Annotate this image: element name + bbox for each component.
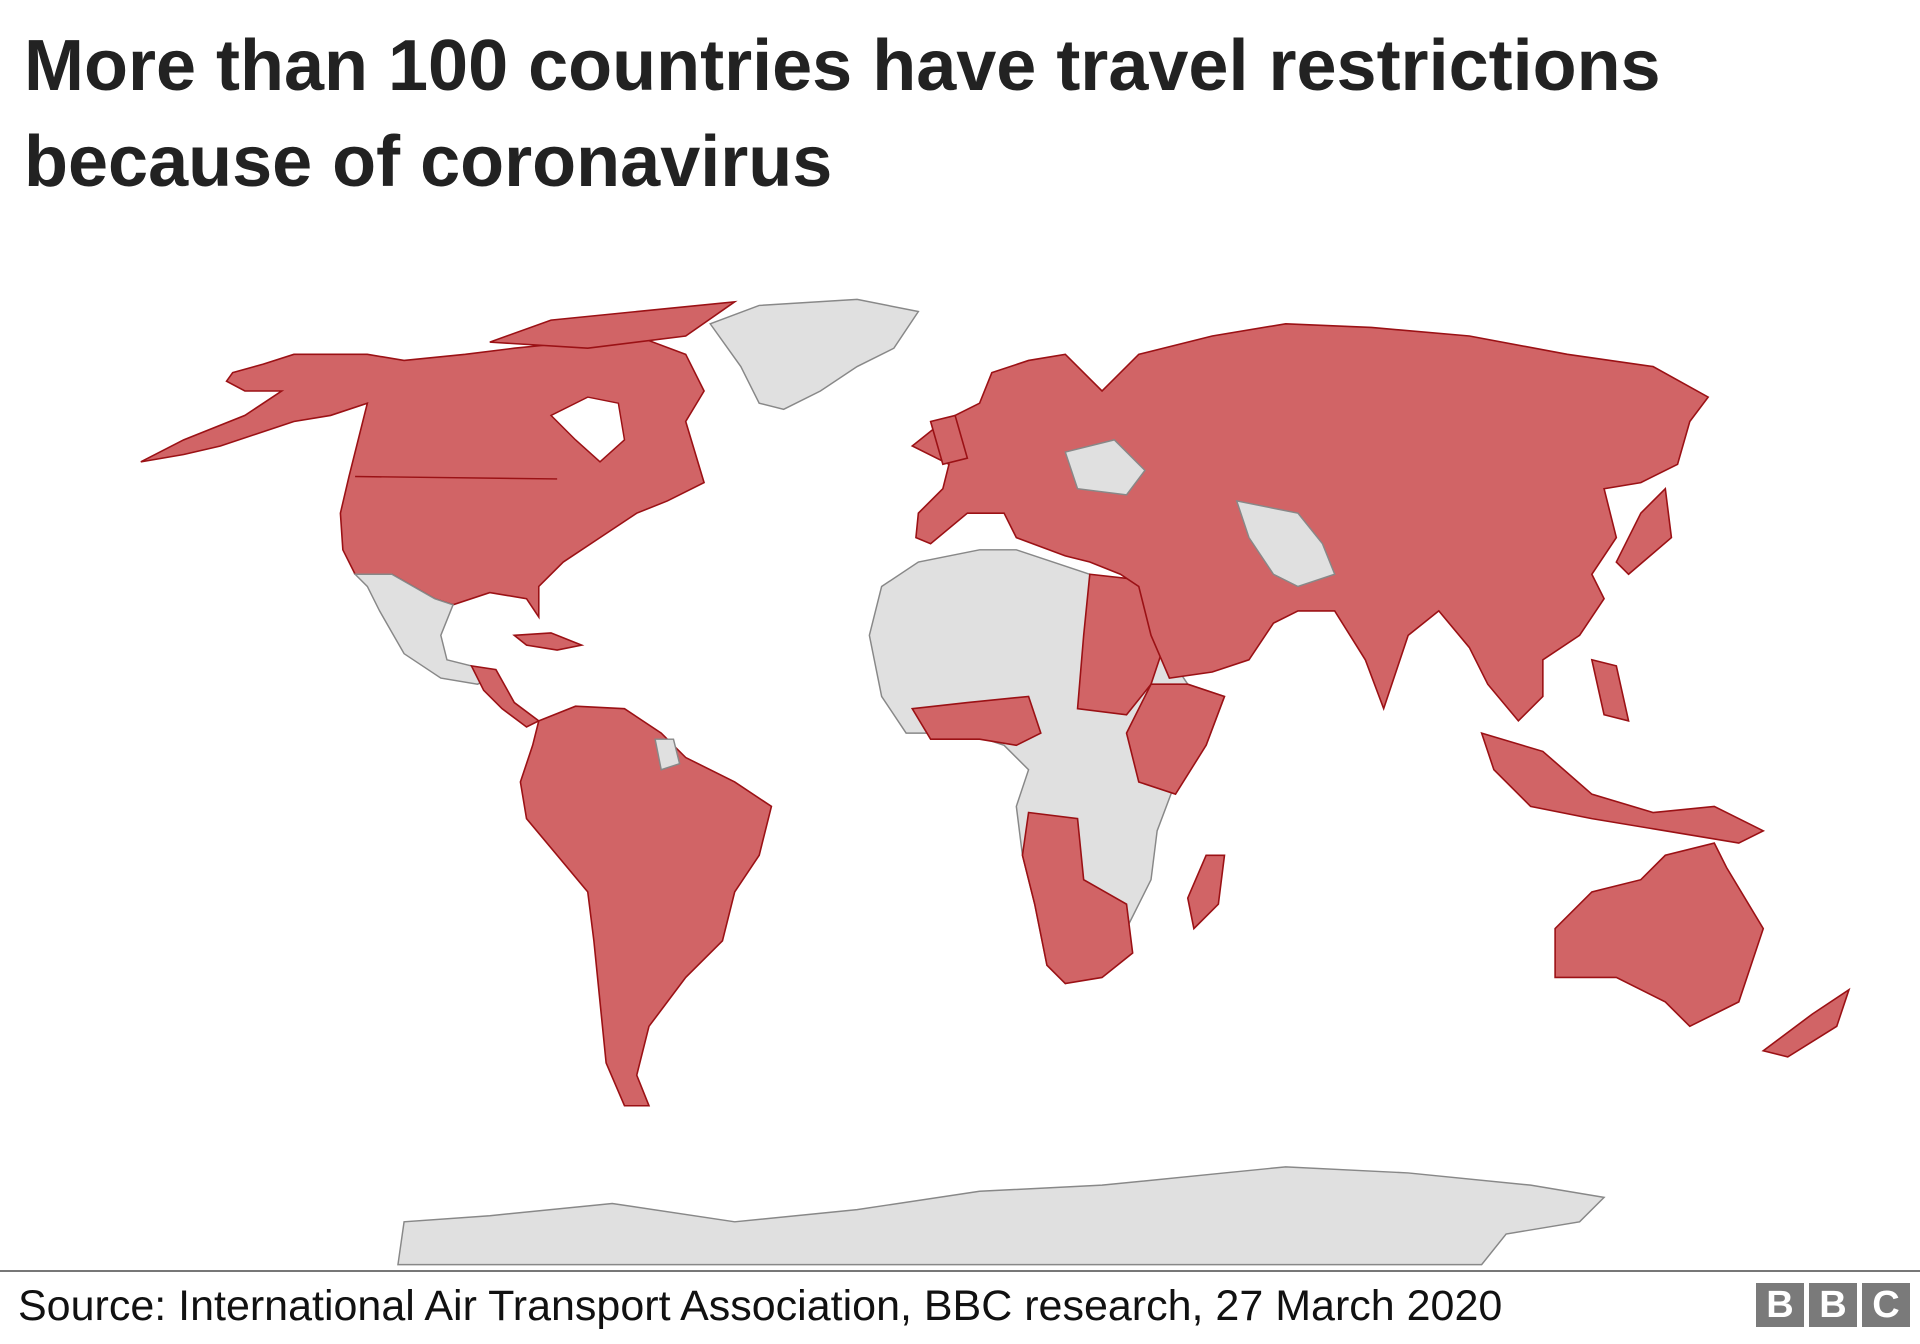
chart-title: More than 100 countries have travel rest…	[24, 26, 1661, 202]
logo-letter: C	[1862, 1283, 1910, 1327]
source-note: Source: International Air Transport Asso…	[18, 1282, 1503, 1330]
arctic-islands	[489, 300, 738, 350]
region-indonesia	[1480, 731, 1766, 844]
logo-letter: B	[1756, 1283, 1804, 1327]
bbc-logo: B B C	[1756, 1283, 1910, 1327]
footer-divider	[0, 1270, 1920, 1272]
region-east-africa	[1125, 683, 1226, 796]
region-japan	[1615, 487, 1673, 576]
region-north-america	[140, 335, 706, 620]
region-guianas	[654, 738, 681, 771]
region-eurasia	[910, 322, 1710, 723]
region-ukraine	[1064, 439, 1146, 496]
region-greenland	[709, 298, 920, 411]
region-central-america	[470, 664, 541, 728]
region-southern-africa	[1021, 811, 1134, 985]
region-australia	[1554, 842, 1765, 1028]
region-philippines	[1590, 658, 1630, 722]
region-madagascar	[1186, 854, 1226, 931]
region-south-america	[519, 705, 773, 1107]
us-canada-border	[355, 475, 558, 480]
hudson-bay	[549, 396, 626, 463]
region-uk	[929, 414, 969, 466]
region-new-zealand	[1761, 987, 1851, 1058]
region-antarctica	[397, 1166, 1606, 1266]
region-caribbean	[512, 632, 585, 651]
region-central-asia	[1235, 499, 1336, 588]
logo-letter: B	[1809, 1283, 1857, 1327]
region-west-africa	[910, 695, 1042, 747]
